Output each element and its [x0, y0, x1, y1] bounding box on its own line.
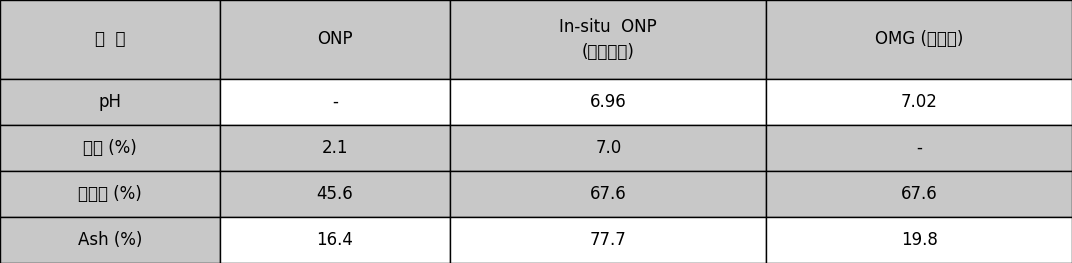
Bar: [0, 217, 220, 263]
Text: 백색도 (%): 백색도 (%): [78, 185, 142, 203]
Bar: [766, 0, 1072, 79]
Text: 45.6: 45.6: [316, 185, 354, 203]
Text: Ash (%): Ash (%): [77, 231, 143, 249]
Text: 농도 (%): 농도 (%): [83, 139, 137, 157]
Text: OMG (대조군): OMG (대조군): [875, 31, 964, 48]
Bar: [220, 171, 450, 217]
Bar: [0, 125, 220, 171]
Text: 6.96: 6.96: [590, 93, 627, 111]
Text: 7.0: 7.0: [595, 139, 622, 157]
Bar: [766, 217, 1072, 263]
Bar: [450, 171, 766, 217]
Bar: [450, 0, 766, 79]
Text: -: -: [917, 139, 922, 157]
Bar: [450, 79, 766, 125]
Bar: [0, 0, 220, 79]
Text: 구  분: 구 분: [94, 31, 125, 48]
Bar: [220, 125, 450, 171]
Bar: [766, 79, 1072, 125]
Text: 67.6: 67.6: [900, 185, 938, 203]
Text: 2.1: 2.1: [322, 139, 348, 157]
Bar: [766, 125, 1072, 171]
Text: 7.02: 7.02: [900, 93, 938, 111]
Bar: [220, 217, 450, 263]
Bar: [220, 79, 450, 125]
Text: 16.4: 16.4: [316, 231, 354, 249]
Bar: [450, 125, 766, 171]
Bar: [766, 171, 1072, 217]
Text: pH: pH: [99, 93, 121, 111]
Bar: [450, 217, 766, 263]
Bar: [0, 171, 220, 217]
Text: -: -: [332, 93, 338, 111]
Text: 77.7: 77.7: [590, 231, 627, 249]
Text: 67.6: 67.6: [590, 185, 627, 203]
Text: ONP: ONP: [317, 31, 353, 48]
Bar: [220, 0, 450, 79]
Text: In-situ  ONP
(실험결과): In-situ ONP (실험결과): [560, 18, 657, 61]
Text: 19.8: 19.8: [900, 231, 938, 249]
Bar: [0, 79, 220, 125]
